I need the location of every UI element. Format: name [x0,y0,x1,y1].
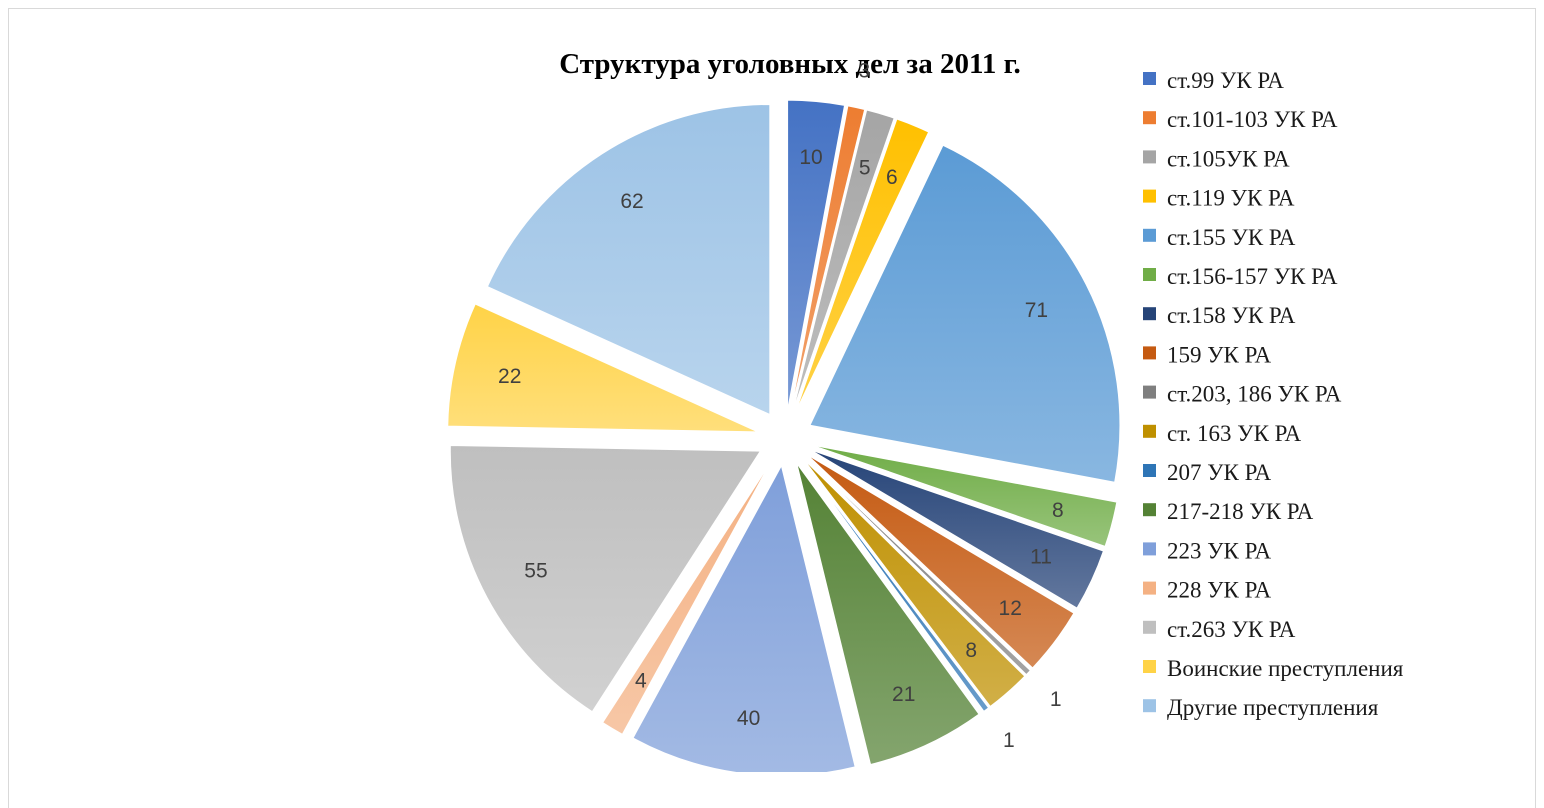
pie-slice [810,449,1105,609]
legend-label: ст.99 УК РА [1167,68,1284,93]
legend-swatch [1143,581,1156,595]
data-label: 55 [524,560,547,583]
legend-swatch [1143,503,1156,517]
legend-swatch [1143,189,1156,203]
data-label: 1 [1003,729,1015,752]
pie-slice [801,460,990,712]
legend-label: 228 УК РА [1167,578,1271,603]
legend-label: Другие преступления [1167,695,1379,720]
chart-frame [8,8,1536,808]
data-label: 40 [737,707,760,730]
pie-slice [795,118,930,413]
legend-label: 159 УК РА [1167,342,1271,367]
data-label: 8 [1052,499,1064,522]
pie-slice [803,458,1026,708]
pie-slice [790,105,866,411]
data-label: 6 [886,166,898,189]
pie-slice [601,461,772,735]
legend-label: ст.155 УК РА [1167,225,1296,250]
legend-label: ст.119 УК РА [1167,186,1295,211]
legend-label: ст.263 УК РА [1167,617,1296,642]
data-label: 5 [859,156,871,179]
pie-slice [809,144,1121,483]
chart-title: Структура уголовных дел за 2011 г. [559,48,1021,80]
pie-slices [447,99,1121,772]
legend-swatch [1143,699,1156,713]
data-label: 12 [999,597,1022,620]
data-label: 11 [1030,546,1052,569]
legend-swatch [1143,268,1156,281]
legend-swatch [1143,72,1156,85]
legend-swatch [1143,385,1156,399]
pie-slice [632,464,856,772]
legend-swatch [1143,660,1156,673]
legend-swatch [1143,424,1156,438]
legend-label: Воинские преступления [1167,656,1404,681]
legend-label: ст.101-103 УК РА [1167,107,1338,132]
legend-label: 223 УК РА [1167,538,1271,563]
legend-label: ст.158 УК РА [1167,303,1296,328]
legend-swatch [1143,228,1156,242]
data-label: 21 [892,683,915,706]
legend-swatch [1143,542,1156,556]
pie-slice [807,454,1075,669]
pie-slice [787,99,846,411]
pie-slice [804,457,1032,676]
pie-slice [792,109,895,412]
legend-swatch [1143,464,1156,477]
legend: ст.99 УК РА ст.101-103 УК РА ст.105УК РА ст… [1143,68,1404,720]
legend-label: ст.105УК РА [1167,146,1290,171]
legend-swatch [1143,150,1156,164]
legend-label: 207 УК РА [1167,460,1271,485]
data-label: 8 [965,639,977,662]
data-label: 10 [799,146,822,169]
legend-label: ст.203, 186 УК РА [1167,382,1342,407]
legend-label: 217-218 УК РА [1167,499,1314,524]
data-label: 1 [1050,688,1062,711]
data-label: 3 [858,59,870,82]
pie-slice [811,444,1118,548]
legend-label: ст.156-157 УК РА [1167,264,1338,289]
data-label: 22 [498,365,521,388]
data-label: 62 [620,190,643,213]
pie-slice [449,444,762,713]
legend-swatch [1143,346,1156,360]
pie-slice [486,103,771,416]
pie-slice [796,463,980,766]
legend-label: ст. 163 УК РА [1167,421,1302,446]
legend-swatch [1143,111,1156,125]
data-label: 4 [635,670,647,693]
legend-swatch [1143,307,1156,321]
legend-swatch [1143,620,1156,634]
pie-slice [447,303,758,433]
data-label: 71 [1025,299,1048,322]
